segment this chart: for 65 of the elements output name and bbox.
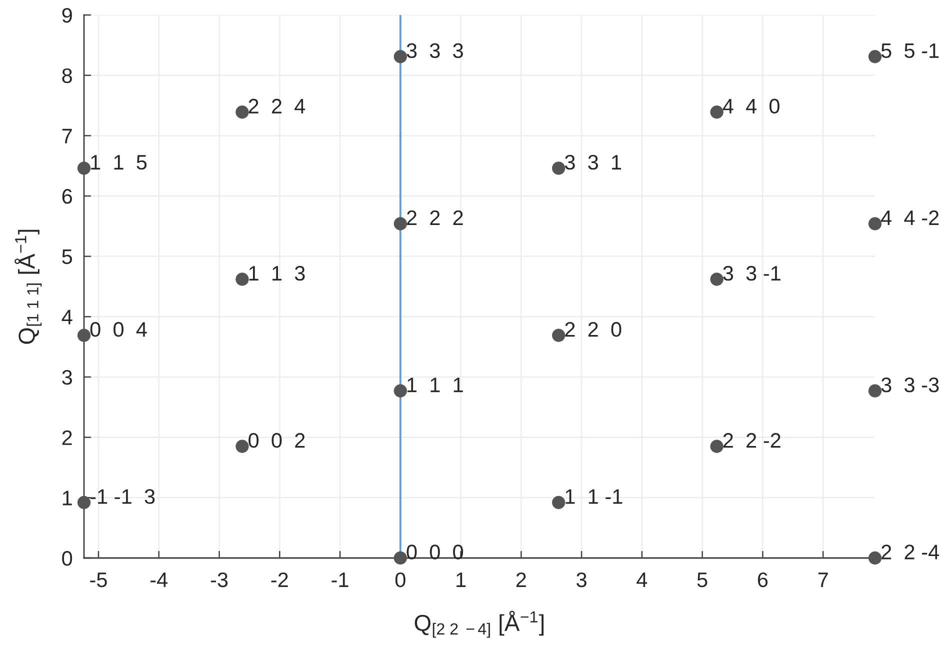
y-axis-title: Q$_{[1 1 1]}$ [Å$^{−1}$]	[14, 230, 42, 344]
annotation: 3 3 -1	[723, 266, 780, 281]
annotation: 1 1 1	[408, 378, 463, 392]
y-tick-label: 8	[62, 68, 72, 84]
annotation: 0 0 2	[248, 433, 305, 448]
annotation: 0 0 0	[406, 544, 464, 560]
y-tick-label: 5	[62, 250, 72, 264]
point	[710, 440, 724, 453]
x-tick-label: 7	[818, 572, 828, 587]
annotation: 4 4 -2	[881, 210, 939, 225]
y-tick-label: 1	[62, 490, 72, 506]
x-tick-label: -5	[90, 572, 107, 588]
x-axis-title: Q$_{[2 2 −4]}$ [Å$^{−1}$]	[414, 610, 544, 638]
point	[868, 551, 882, 565]
point	[552, 162, 566, 175]
annotation: 1 1 3	[249, 266, 305, 281]
annotation: 3 3 -3	[881, 378, 939, 392]
annotation: 3 3 1	[564, 154, 622, 170]
x-tick-label: 0	[395, 572, 406, 588]
annotation: 2 2 4	[248, 98, 306, 114]
x-tick-label: 6	[758, 572, 768, 588]
x-tick-label: 2	[516, 572, 526, 587]
point	[394, 50, 407, 64]
x-tick-label: -2	[271, 572, 288, 587]
point	[236, 106, 249, 119]
y-tick-label: 0	[62, 551, 72, 566]
annotation: 5 5 -1	[881, 44, 939, 58]
x-tick-label: -4	[150, 572, 168, 587]
x-tick-label: 1	[456, 572, 466, 587]
annotation: 2 2 -2	[723, 433, 780, 448]
point	[552, 496, 566, 510]
x-tick-label: -1	[332, 572, 348, 587]
point	[868, 384, 882, 398]
annotation: 2 2 -4	[882, 544, 940, 560]
point	[552, 328, 566, 342]
point	[710, 272, 724, 286]
annotation: -1 -1 3	[90, 489, 155, 504]
point	[710, 106, 724, 119]
annotation: 3 3 3	[406, 43, 463, 58]
point	[236, 272, 249, 286]
x-tick-label: 5	[697, 572, 708, 588]
y-tick-label: 9	[62, 8, 72, 23]
y-tick-label: 7	[62, 128, 72, 144]
point	[77, 328, 91, 342]
point	[868, 217, 882, 230]
y-tick-label: 6	[62, 189, 72, 204]
y-tick-label: 4	[62, 310, 72, 324]
point	[868, 50, 882, 64]
annotation: 2 2 2	[407, 210, 463, 225]
point	[77, 162, 91, 175]
point	[394, 551, 407, 565]
point	[77, 496, 91, 510]
point	[236, 440, 249, 453]
annotation: 1 1 -1	[566, 489, 622, 504]
annotation: 4 4 0	[722, 98, 780, 114]
x-tick-label: 4	[636, 572, 648, 587]
annotation: 2 2 0	[565, 322, 622, 337]
y-tick-label: 3	[62, 370, 72, 385]
annotation: 1 1 5	[91, 155, 147, 170]
annotation: 0 0 4	[90, 322, 147, 337]
point	[394, 384, 407, 398]
x-tick-label: -3	[210, 572, 228, 588]
point	[394, 217, 407, 230]
y-tick-label: 2	[62, 430, 72, 445]
x-tick-label: 3	[576, 572, 586, 588]
